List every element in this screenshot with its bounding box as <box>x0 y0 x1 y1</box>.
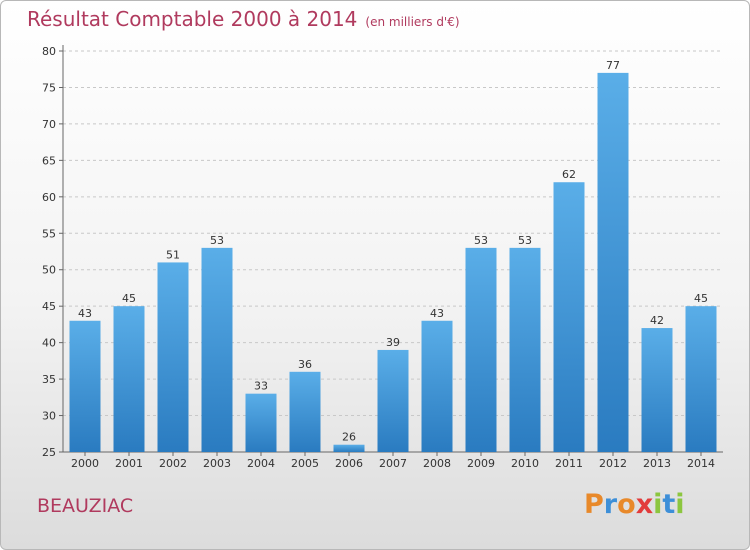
data-label-2006: 26 <box>342 431 356 444</box>
y-tick-label: 50 <box>42 264 56 277</box>
y-tick-label: 80 <box>42 45 56 58</box>
data-label-2009: 53 <box>474 234 488 247</box>
bar-2004 <box>245 393 277 452</box>
y-tick-label: 30 <box>42 410 56 423</box>
bar-2005 <box>289 371 321 452</box>
bar-2008 <box>421 320 453 452</box>
bar-2001 <box>113 306 145 452</box>
x-tick-label-2004: 2004 <box>247 457 275 470</box>
x-tick-label-2003: 2003 <box>203 457 231 470</box>
x-tick-label-2002: 2002 <box>159 457 187 470</box>
bar-2010 <box>509 247 541 452</box>
bar-2003 <box>201 247 233 452</box>
data-label-2003: 53 <box>210 234 224 247</box>
x-tick-label-2010: 2010 <box>511 457 539 470</box>
x-tick-label-2014: 2014 <box>687 457 715 470</box>
data-label-2008: 43 <box>430 307 444 320</box>
data-label-2012: 77 <box>606 59 620 72</box>
x-tick-label-2007: 2007 <box>379 457 407 470</box>
x-tick-label-2009: 2009 <box>467 457 495 470</box>
x-tick-label-2012: 2012 <box>599 457 627 470</box>
data-label-2014: 45 <box>694 292 708 305</box>
y-tick-label: 25 <box>42 446 56 459</box>
data-label-2000: 43 <box>78 307 92 320</box>
chart-title: Résultat Comptable 2000 à 2014 (en millie… <box>27 7 460 31</box>
x-tick-label-2008: 2008 <box>423 457 451 470</box>
x-tick-label-2011: 2011 <box>555 457 583 470</box>
y-tick-label: 40 <box>42 337 56 350</box>
data-label-2013: 42 <box>650 314 664 327</box>
data-label-2007: 39 <box>386 336 400 349</box>
bar-2009 <box>465 247 497 452</box>
town-name: BEAUZIAC <box>37 495 134 517</box>
y-tick-label: 70 <box>42 118 56 131</box>
bar-2007 <box>377 349 409 452</box>
y-tick-label: 35 <box>42 373 56 386</box>
proxiti-logo: Proxiti <box>584 489 685 520</box>
bar-2014 <box>685 306 717 452</box>
x-tick-label-2000: 2000 <box>71 457 99 470</box>
data-label-2002: 51 <box>166 248 180 261</box>
data-label-2004: 33 <box>254 380 268 393</box>
y-tick-label: 45 <box>42 300 56 313</box>
x-tick-label-2013: 2013 <box>643 457 671 470</box>
bar-2012 <box>597 72 629 452</box>
chart-title-text: Résultat Comptable 2000 à 2014 <box>27 7 358 31</box>
bar-2013 <box>641 328 673 452</box>
data-label-2001: 45 <box>122 292 136 305</box>
data-label-2011: 62 <box>562 168 576 181</box>
data-label-2010: 53 <box>518 234 532 247</box>
y-tick-label: 55 <box>42 227 56 240</box>
chart-unit: (en milliers d'€) <box>365 15 460 29</box>
y-tick-label: 75 <box>42 81 56 94</box>
x-tick-label-2006: 2006 <box>335 457 363 470</box>
bar-2006 <box>333 444 365 452</box>
bar-2011 <box>553 182 585 452</box>
y-tick-label: 65 <box>42 154 56 167</box>
bar-2002 <box>157 262 189 452</box>
x-tick-label-2001: 2001 <box>115 457 143 470</box>
y-tick-label: 60 <box>42 191 56 204</box>
data-label-2005: 36 <box>298 358 312 371</box>
x-tick-label-2005: 2005 <box>291 457 319 470</box>
bar-2000 <box>69 320 101 452</box>
